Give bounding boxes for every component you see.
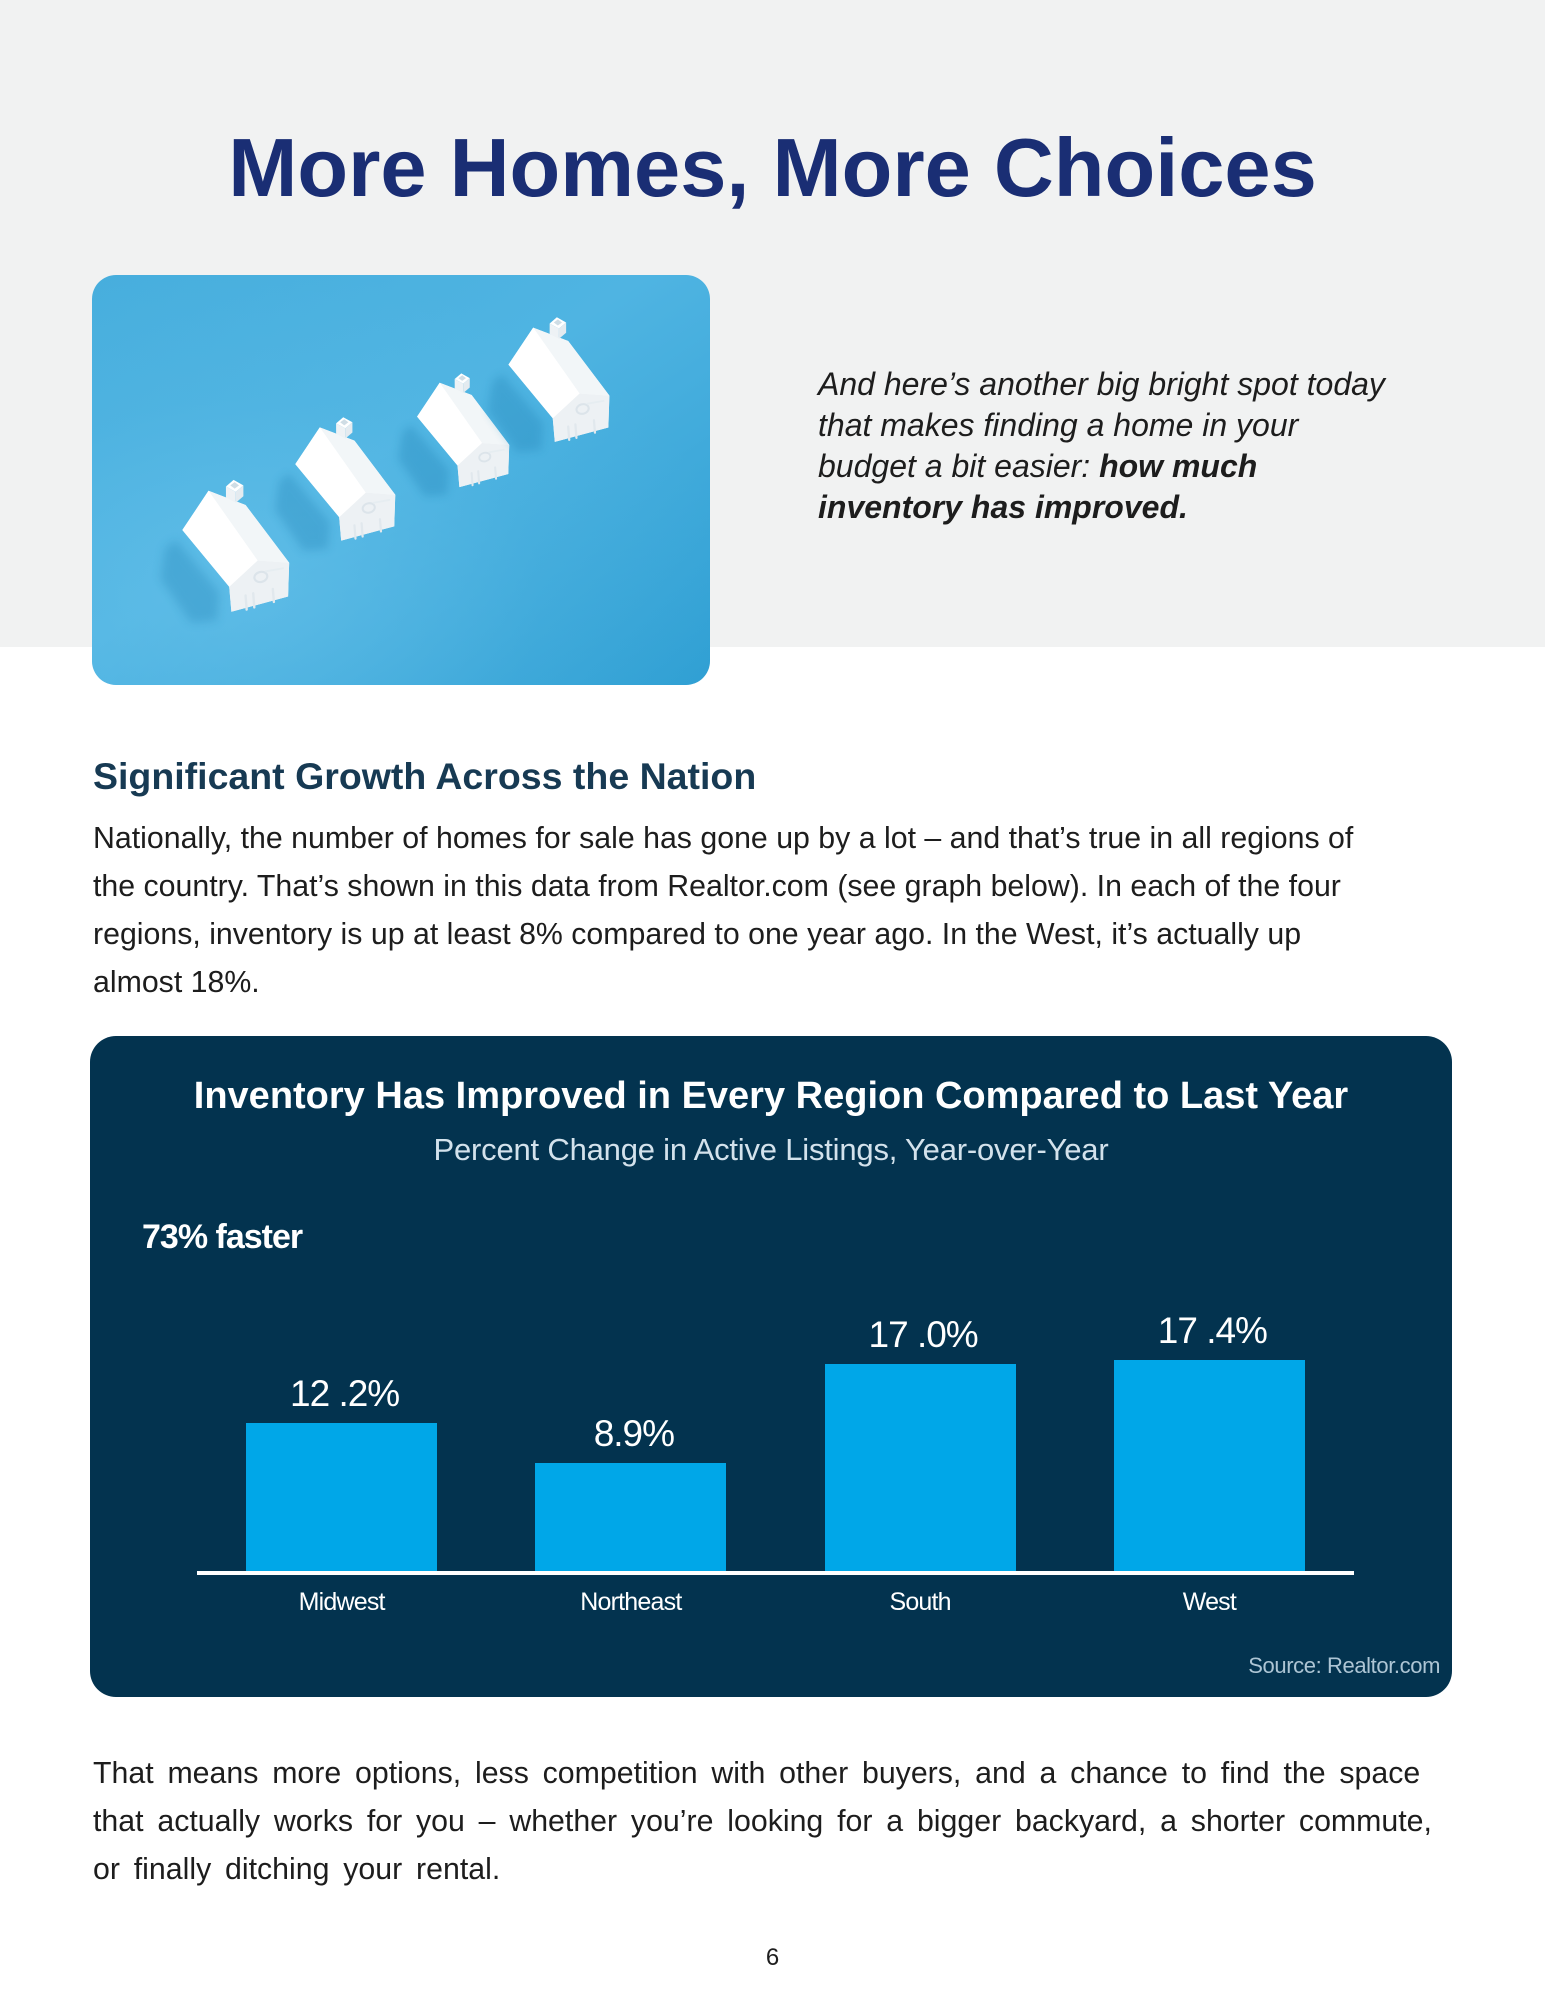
bar-value-label: 8.9% [593,1412,675,1454]
chart-source-note: Source: Realtor.com [1248,1653,1440,1678]
bar-value-label: 17 .0% [868,1314,979,1356]
chart-bar-column-south: 17 .0% [776,1316,1065,1571]
section-intro-paragraph: Nationally, the number of homes for sale… [93,822,1354,999]
miniature-houses-illustration [92,275,710,685]
page-title: More Homes, More Choices [228,121,1317,214]
bar-rect [246,1422,438,1571]
bar-rect [535,1462,727,1571]
chart-category-label: Midwest [298,1588,386,1616]
bar-chart-plot-area: 12 .2% 8.9% 17 .0% 17 .4% [197,1036,1354,1571]
chart-title: Inventory Has Improved in Every Region C… [193,1075,1349,1117]
intro-quote: And here’s another big bright spot today… [818,364,1394,528]
intro-quote-bold: how much inventory has improved. [818,448,1258,525]
chart-category-label: Northeast [580,1588,682,1616]
section-heading: Significant Growth Across the Nation [93,755,757,797]
page-number: 6 [765,1944,780,1971]
chart-bar-column-west: 17 .4% [1065,1312,1354,1571]
chart-category-labels: Midwest Northeast South West [197,1590,1354,1615]
bar-value-label: 17 .4% [1157,1309,1268,1351]
chart-x-axis-line [197,1571,1354,1575]
chart-bar-column-northeast: 8.9% [486,1415,775,1571]
chart-category-label: South [889,1588,951,1616]
bar-rect [1113,1359,1305,1571]
chart-bar-column-midwest: 12 .2% [197,1375,486,1571]
closing-paragraph: That means more options, less competitio… [93,1757,1432,1886]
bar-value-label: 12 .2% [290,1372,400,1414]
chart-annotation: 73% faster [142,1218,303,1256]
bar-rect [824,1364,1016,1571]
chart-subtitle: Percent Change in Active Listings, Year-… [433,1132,1109,1167]
inventory-bar-chart-card: Inventory Has Improved in Every Region C… [90,1036,1452,1697]
intro-quote-regular: And here’s another big bright spot today… [818,366,1385,484]
chart-category-label: West [1182,1588,1237,1616]
hero-photo-miniature-houses [92,275,710,685]
